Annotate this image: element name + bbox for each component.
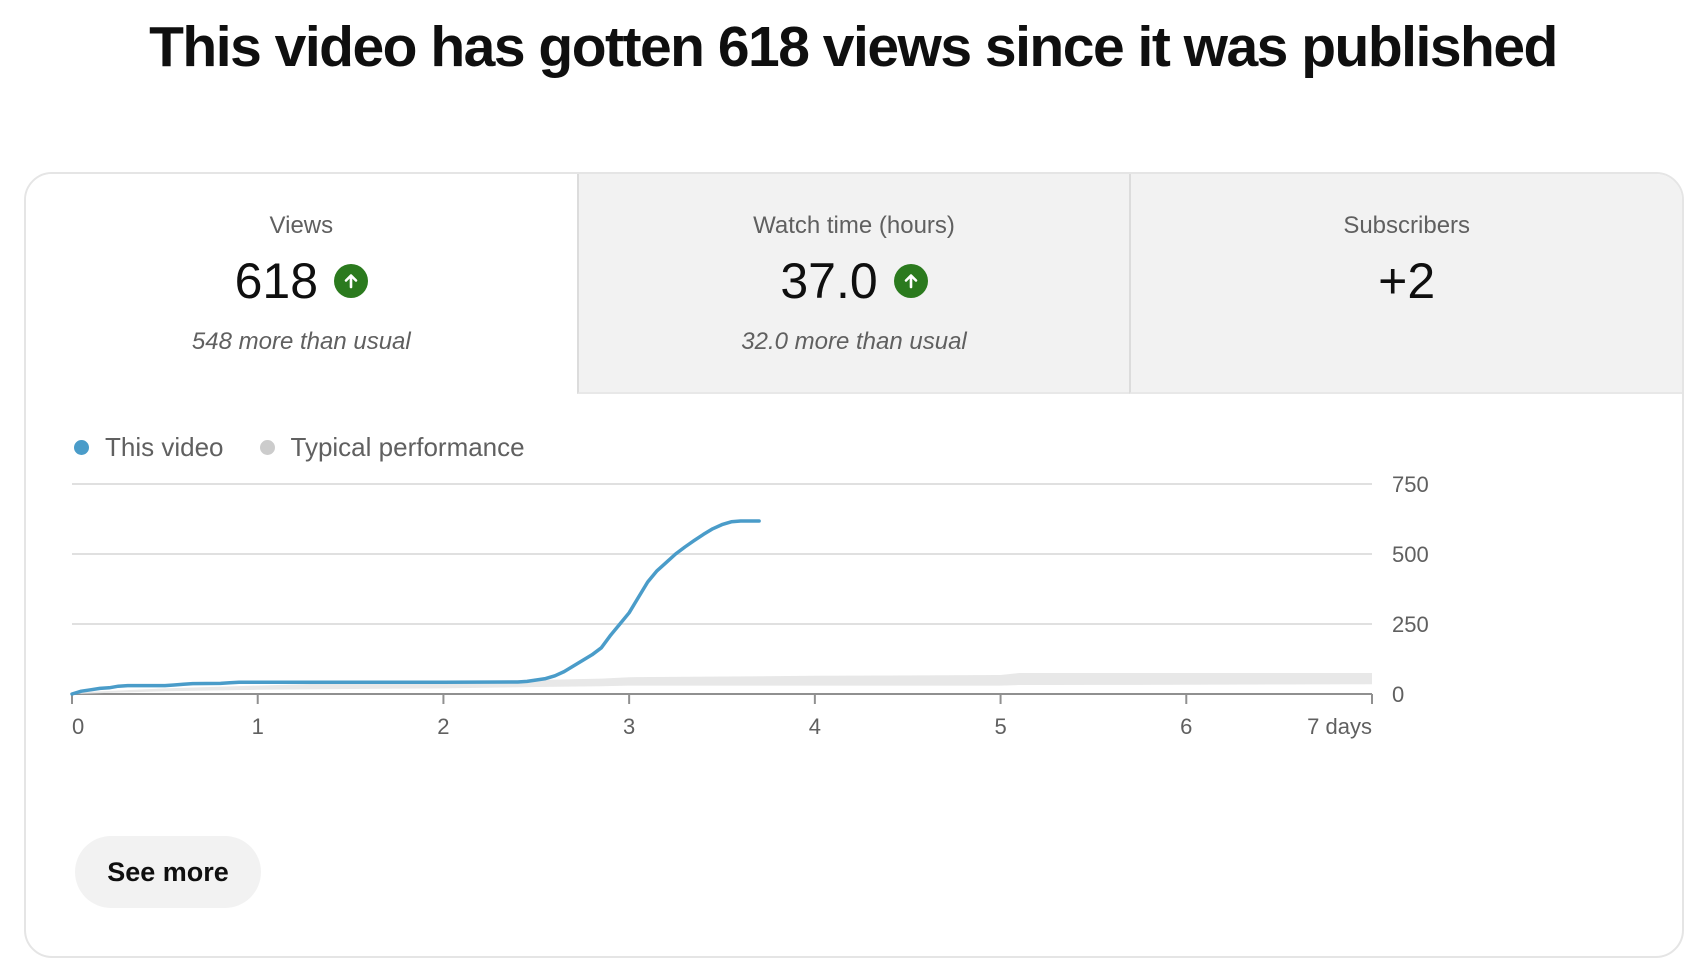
legend-label: Typical performance (290, 432, 525, 462)
tab-comparison: 548 more than usual (191, 328, 411, 355)
x-tick-label: 5 (994, 714, 1006, 739)
y-tick-label: 0 (1392, 682, 1404, 707)
this-video-line (70, 519, 761, 696)
tab-comparison: 32.0 more than usual (741, 328, 967, 355)
legend-item-this-video: This video (74, 432, 224, 463)
page-title: This video has gotten 618 views since it… (149, 15, 1558, 79)
x-tick-label: 0 (72, 714, 84, 739)
x-tick-label: 3 (623, 714, 635, 739)
x-tick-label: 7 days (1307, 714, 1372, 739)
tab-label: Watch time (hours) (753, 212, 955, 239)
legend-dot (74, 440, 89, 455)
legend-item-typical: Typical performance (259, 432, 525, 463)
tab-watch-time[interactable]: Watch time (hours) 37.0 32.0 more than u… (576, 174, 1130, 394)
y-tick-label: 500 (1392, 542, 1429, 567)
arrow-up-icon (334, 264, 369, 298)
legend-dot (259, 440, 275, 455)
x-tick-label: 4 (809, 714, 821, 739)
tab-value: +2 (1378, 253, 1436, 309)
views-line-chart: 750 500 250 0 0 1 2 3 4 5 6 7 days (70, 474, 1429, 739)
arrow-up-icon (893, 264, 928, 298)
x-tick-label: 6 (1180, 714, 1192, 739)
tab-value: 37.0 (780, 253, 878, 309)
tab-subscribers[interactable]: Subscribers +2 (1129, 174, 1682, 394)
analytics-card: Views 618 548 more than usual Watch time… (24, 172, 1684, 958)
y-tick-label: 250 (1392, 612, 1429, 637)
chart-legend: This video Typical performance (74, 432, 561, 463)
tab-label: Views (269, 212, 334, 239)
tab-views[interactable]: Views 618 548 more than usual (26, 174, 577, 394)
tab-value: 618 (234, 253, 319, 309)
see-more-button[interactable]: See more (75, 836, 261, 908)
y-tick-label: 750 (1392, 474, 1429, 497)
metric-tabs: Views 618 548 more than usual Watch time… (26, 174, 1682, 394)
x-tick-label: 2 (437, 714, 449, 739)
legend-label: This video (105, 432, 224, 462)
x-tick-label: 1 (252, 714, 264, 739)
tab-label: Subscribers (1343, 212, 1471, 239)
typical-performance-band (72, 673, 1372, 694)
